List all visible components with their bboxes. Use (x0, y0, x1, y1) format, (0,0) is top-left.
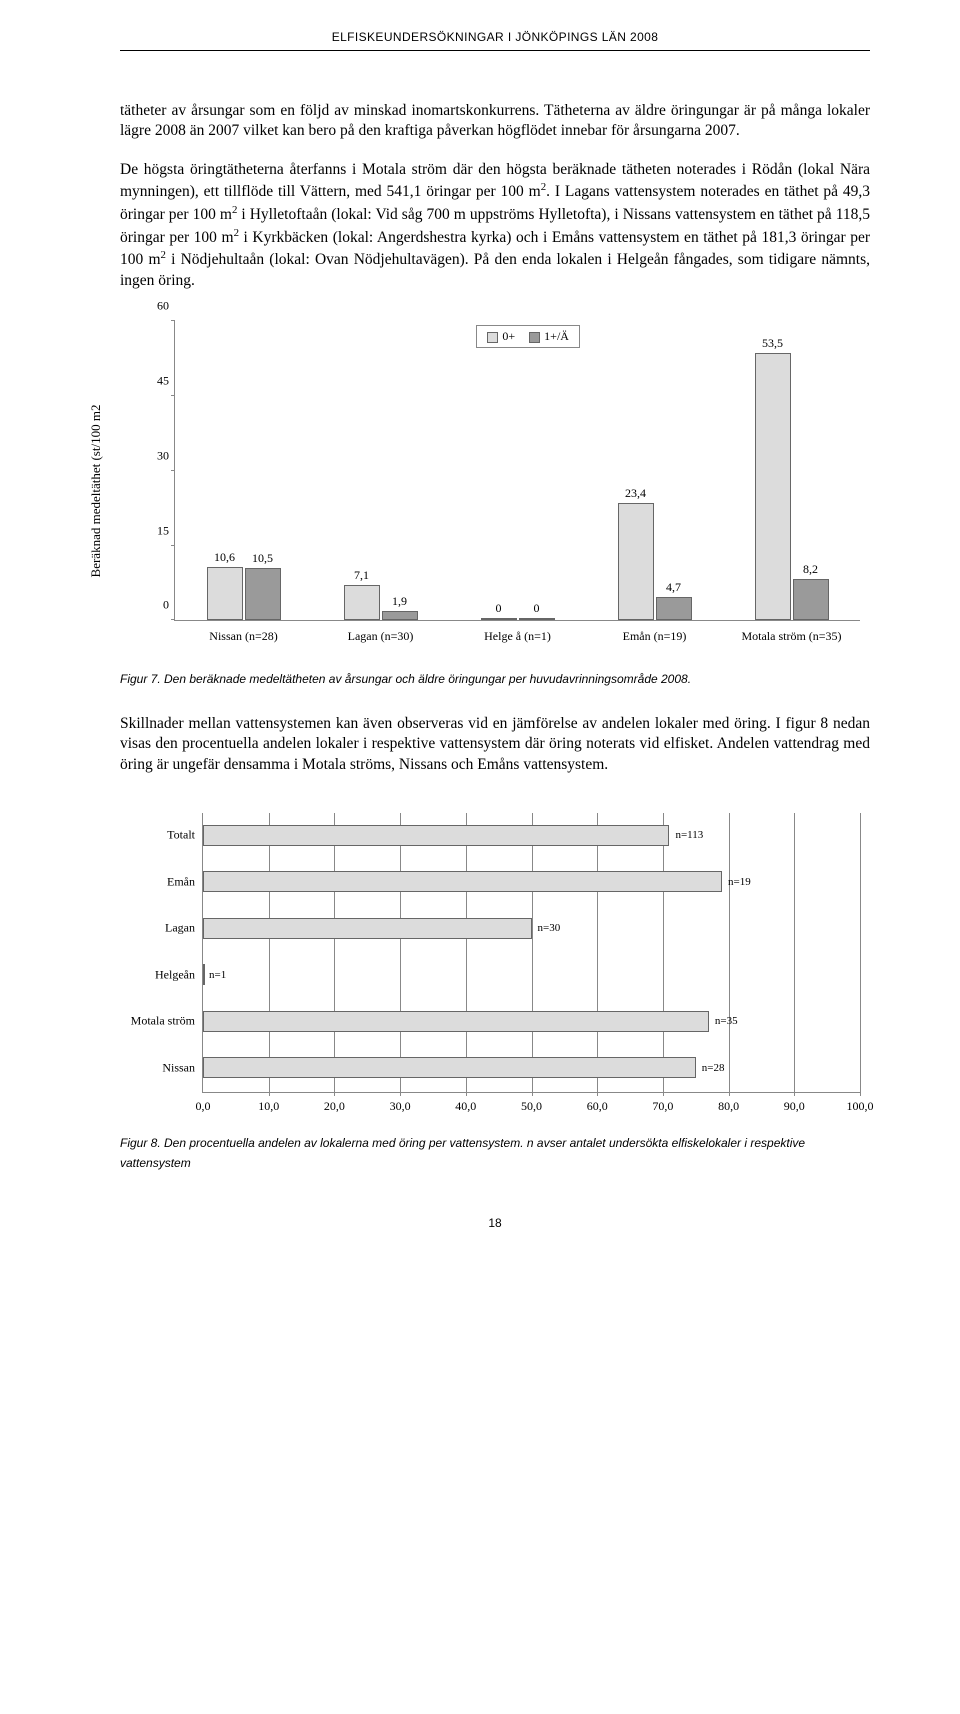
chart1-ytick: 45 (137, 374, 169, 389)
chart1-group: 10,610,5Nissan (n=28) (175, 567, 312, 620)
chart2-x-tick: 10,0 (258, 1099, 279, 1114)
chart2-category: Totalt (167, 828, 195, 843)
chart2-bar (203, 825, 669, 846)
paragraph-1: tätheter av årsungar som en följd av min… (120, 101, 870, 142)
chart1-y-label: Beräknad medeltäthet (st/100 m2 (88, 405, 104, 578)
chart2-category: Nissan (162, 1060, 195, 1075)
figure-8-chart: 0,010,020,030,040,050,060,070,080,090,01… (120, 805, 870, 1125)
chart2-x-tick: 30,0 (390, 1099, 411, 1114)
chart2-category: Emån (167, 874, 195, 889)
chart1-bar: 8,2 (793, 579, 829, 620)
figure-7-caption: Figur 7. Den beräknade medeltätheten av … (120, 669, 870, 689)
chart2-row: Helgeånn=1 (203, 964, 860, 985)
chart1-x-label: Lagan (n=30) (348, 629, 414, 644)
chart1-bar: 10,5 (245, 568, 281, 621)
chart1-bar-value: 8,2 (803, 562, 818, 577)
chart2-row: Lagann=30 (203, 918, 860, 939)
legend-item: 1+/Ä (529, 329, 569, 344)
page-number: 18 (120, 1216, 870, 1230)
chart1-bar: 23,4 (618, 503, 654, 620)
chart1-plot: 0+ 1+/Ä 01530456010,610,5Nissan (n=28)7,… (174, 321, 860, 621)
chart2-row: Motala strömn=35 (203, 1011, 860, 1032)
legend-swatch (529, 332, 540, 343)
chart1-group: 53,58,2Motala ström (n=35) (723, 353, 860, 621)
page-header: ELFISKEUNDERSÖKNINGAR I JÖNKÖPINGS LÄN 2… (120, 30, 870, 44)
legend-label: 0+ (502, 329, 515, 343)
chart2-x-tick: 40,0 (455, 1099, 476, 1114)
chart1-bar: 0 (519, 618, 555, 620)
figure-7-chart: Beräknad medeltäthet (st/100 m2 0+ 1+/Ä … (120, 321, 870, 661)
chart2-bar (203, 1011, 709, 1032)
chart2-x-tick: 50,0 (521, 1099, 542, 1114)
chart1-ytick: 30 (137, 448, 169, 463)
paragraph-3: Skillnader mellan vattensystemen kan äve… (120, 714, 870, 775)
chart2-bar (203, 871, 722, 892)
chart2-x-tick: 80,0 (718, 1099, 739, 1114)
chart2-category: Lagan (165, 921, 195, 936)
chart1-bar-value: 10,5 (252, 551, 273, 566)
figure-8-caption: Figur 8. Den procentuella andelen av lok… (120, 1133, 870, 1174)
chart2-n-label: n=113 (675, 829, 703, 841)
chart2-row: Totaltn=113 (203, 825, 860, 846)
chart1-ytick: 0 (137, 598, 169, 613)
chart2-x-tick: 20,0 (324, 1099, 345, 1114)
chart1-group: 23,44,7Emån (n=19) (586, 503, 723, 620)
chart2-category: Motala ström (131, 1014, 195, 1029)
chart2-row: Emånn=19 (203, 871, 860, 892)
chart2-n-label: n=35 (715, 1015, 738, 1027)
chart1-x-label: Emån (n=19) (623, 629, 687, 644)
chart2-n-label: n=1 (209, 969, 226, 981)
chart1-bar: 53,5 (755, 353, 791, 621)
chart1-legend: 0+ 1+/Ä (476, 325, 580, 348)
header-rule (120, 50, 870, 51)
chart1-bar: 7,1 (344, 585, 380, 621)
chart1-bar-value: 53,5 (762, 336, 783, 351)
chart2-category: Helgeån (155, 967, 195, 982)
chart1-x-label: Motala ström (n=35) (741, 629, 841, 644)
chart1-bar-value: 10,6 (214, 550, 235, 565)
p2e: i Nödjehultaån (lokal: Ovan Nödjehultavä… (120, 251, 870, 288)
chart2-x-tick: 70,0 (652, 1099, 673, 1114)
chart2-bar (203, 1057, 696, 1078)
chart2-bar (203, 918, 532, 939)
chart2-x-tick: 90,0 (784, 1099, 805, 1114)
chart1-bar: 10,6 (207, 567, 243, 620)
chart2-bar (203, 964, 205, 985)
chart2-x-tick: 60,0 (587, 1099, 608, 1114)
chart1-x-label: Nissan (n=28) (209, 629, 277, 644)
chart1-ytick: 60 (137, 299, 169, 314)
chart1-bar-value: 4,7 (666, 580, 681, 595)
chart2-plot: 0,010,020,030,040,050,060,070,080,090,01… (202, 813, 860, 1093)
chart2-row: Nissann=28 (203, 1057, 860, 1078)
chart2-n-label: n=28 (702, 1062, 725, 1074)
chart1-group: 00Helge å (n=1) (449, 618, 586, 620)
chart2-n-label: n=30 (538, 922, 561, 934)
legend-label: 1+/Ä (544, 329, 569, 343)
chart1-x-label: Helge å (n=1) (484, 629, 551, 644)
chart2-x-tick: 0,0 (196, 1099, 211, 1114)
chart2-x-tick: 100,0 (847, 1099, 874, 1114)
chart1-bar-value: 7,1 (354, 568, 369, 583)
chart1-bar: 1,9 (382, 611, 418, 621)
chart1-bar: 0 (481, 618, 517, 620)
chart1-bar-value: 23,4 (625, 486, 646, 501)
chart1-group: 7,11,9Lagan (n=30) (312, 585, 449, 621)
chart1-ytick: 15 (137, 523, 169, 538)
chart1-bar: 4,7 (656, 597, 692, 621)
chart1-bar-value: 0 (534, 601, 540, 616)
paragraph-2: De högsta öringtätheterna återfanns i Mo… (120, 160, 870, 291)
chart2-n-label: n=19 (728, 876, 751, 888)
chart1-bar-value: 0 (496, 601, 502, 616)
legend-item: 0+ (487, 329, 515, 344)
chart1-bar-value: 1,9 (392, 594, 407, 609)
legend-swatch (487, 332, 498, 343)
